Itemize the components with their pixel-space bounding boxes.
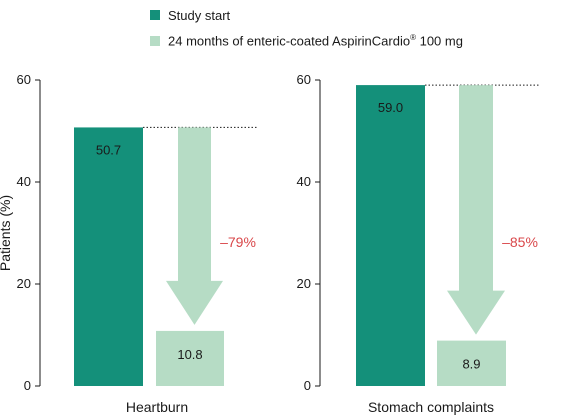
bar-study-start-heartburn — [74, 127, 143, 387]
bar-value-label: 50.7 — [96, 142, 121, 157]
y-axis-title: Patients (%) — [0, 195, 13, 271]
legend-item-study-start: Study start — [150, 2, 463, 28]
legend-label-24-months: 24 months of enteric-coated AspirinCardi… — [168, 33, 463, 49]
category-label: Stomach complaints — [368, 399, 494, 415]
category-label: Heartburn — [126, 399, 188, 415]
y-tick-label: 40 — [297, 174, 311, 189]
bar-value-label: 10.8 — [177, 347, 202, 362]
legend-swatch-study-start — [150, 10, 160, 20]
legend: Study start 24 months of enteric-coated … — [150, 2, 463, 54]
y-tick-label: 40 — [17, 174, 31, 189]
bar-value-label: 8.9 — [462, 357, 480, 372]
bar-study-start-stomach-complaints — [356, 85, 425, 386]
bar-value-label: 59.0 — [378, 100, 403, 115]
legend-item-24-months: 24 months of enteric-coated AspirinCardi… — [150, 28, 463, 54]
bar-24-months-heartburn — [156, 330, 224, 386]
y-tick-label: 0 — [304, 378, 311, 393]
reduction-arrow — [447, 85, 505, 335]
legend-swatch-24-months — [150, 36, 160, 46]
y-tick-label: 0 — [24, 378, 31, 393]
bar-24-months-stomach-complaints — [437, 340, 506, 386]
legend-label-study-start: Study start — [168, 7, 231, 23]
y-tick-label: 20 — [17, 276, 31, 291]
y-tick-label: 60 — [17, 72, 31, 87]
reduction-percent-label: –85% — [502, 234, 538, 250]
reduction-percent-label: –79% — [220, 234, 256, 250]
reduction-arrow — [166, 127, 223, 325]
y-tick-label: 60 — [297, 72, 311, 87]
y-tick-label: 20 — [297, 276, 311, 291]
